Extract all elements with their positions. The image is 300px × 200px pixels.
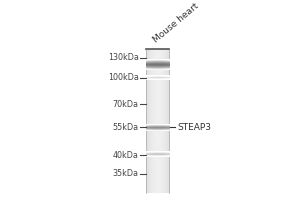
Text: 40kDa: 40kDa [113, 151, 139, 160]
Text: 35kDa: 35kDa [113, 169, 139, 178]
Text: 130kDa: 130kDa [108, 53, 139, 62]
Text: 100kDa: 100kDa [108, 73, 139, 82]
Text: Mouse heart: Mouse heart [152, 1, 201, 45]
Text: 70kDa: 70kDa [113, 100, 139, 109]
Text: 55kDa: 55kDa [112, 123, 139, 132]
Text: STEAP3: STEAP3 [177, 123, 211, 132]
